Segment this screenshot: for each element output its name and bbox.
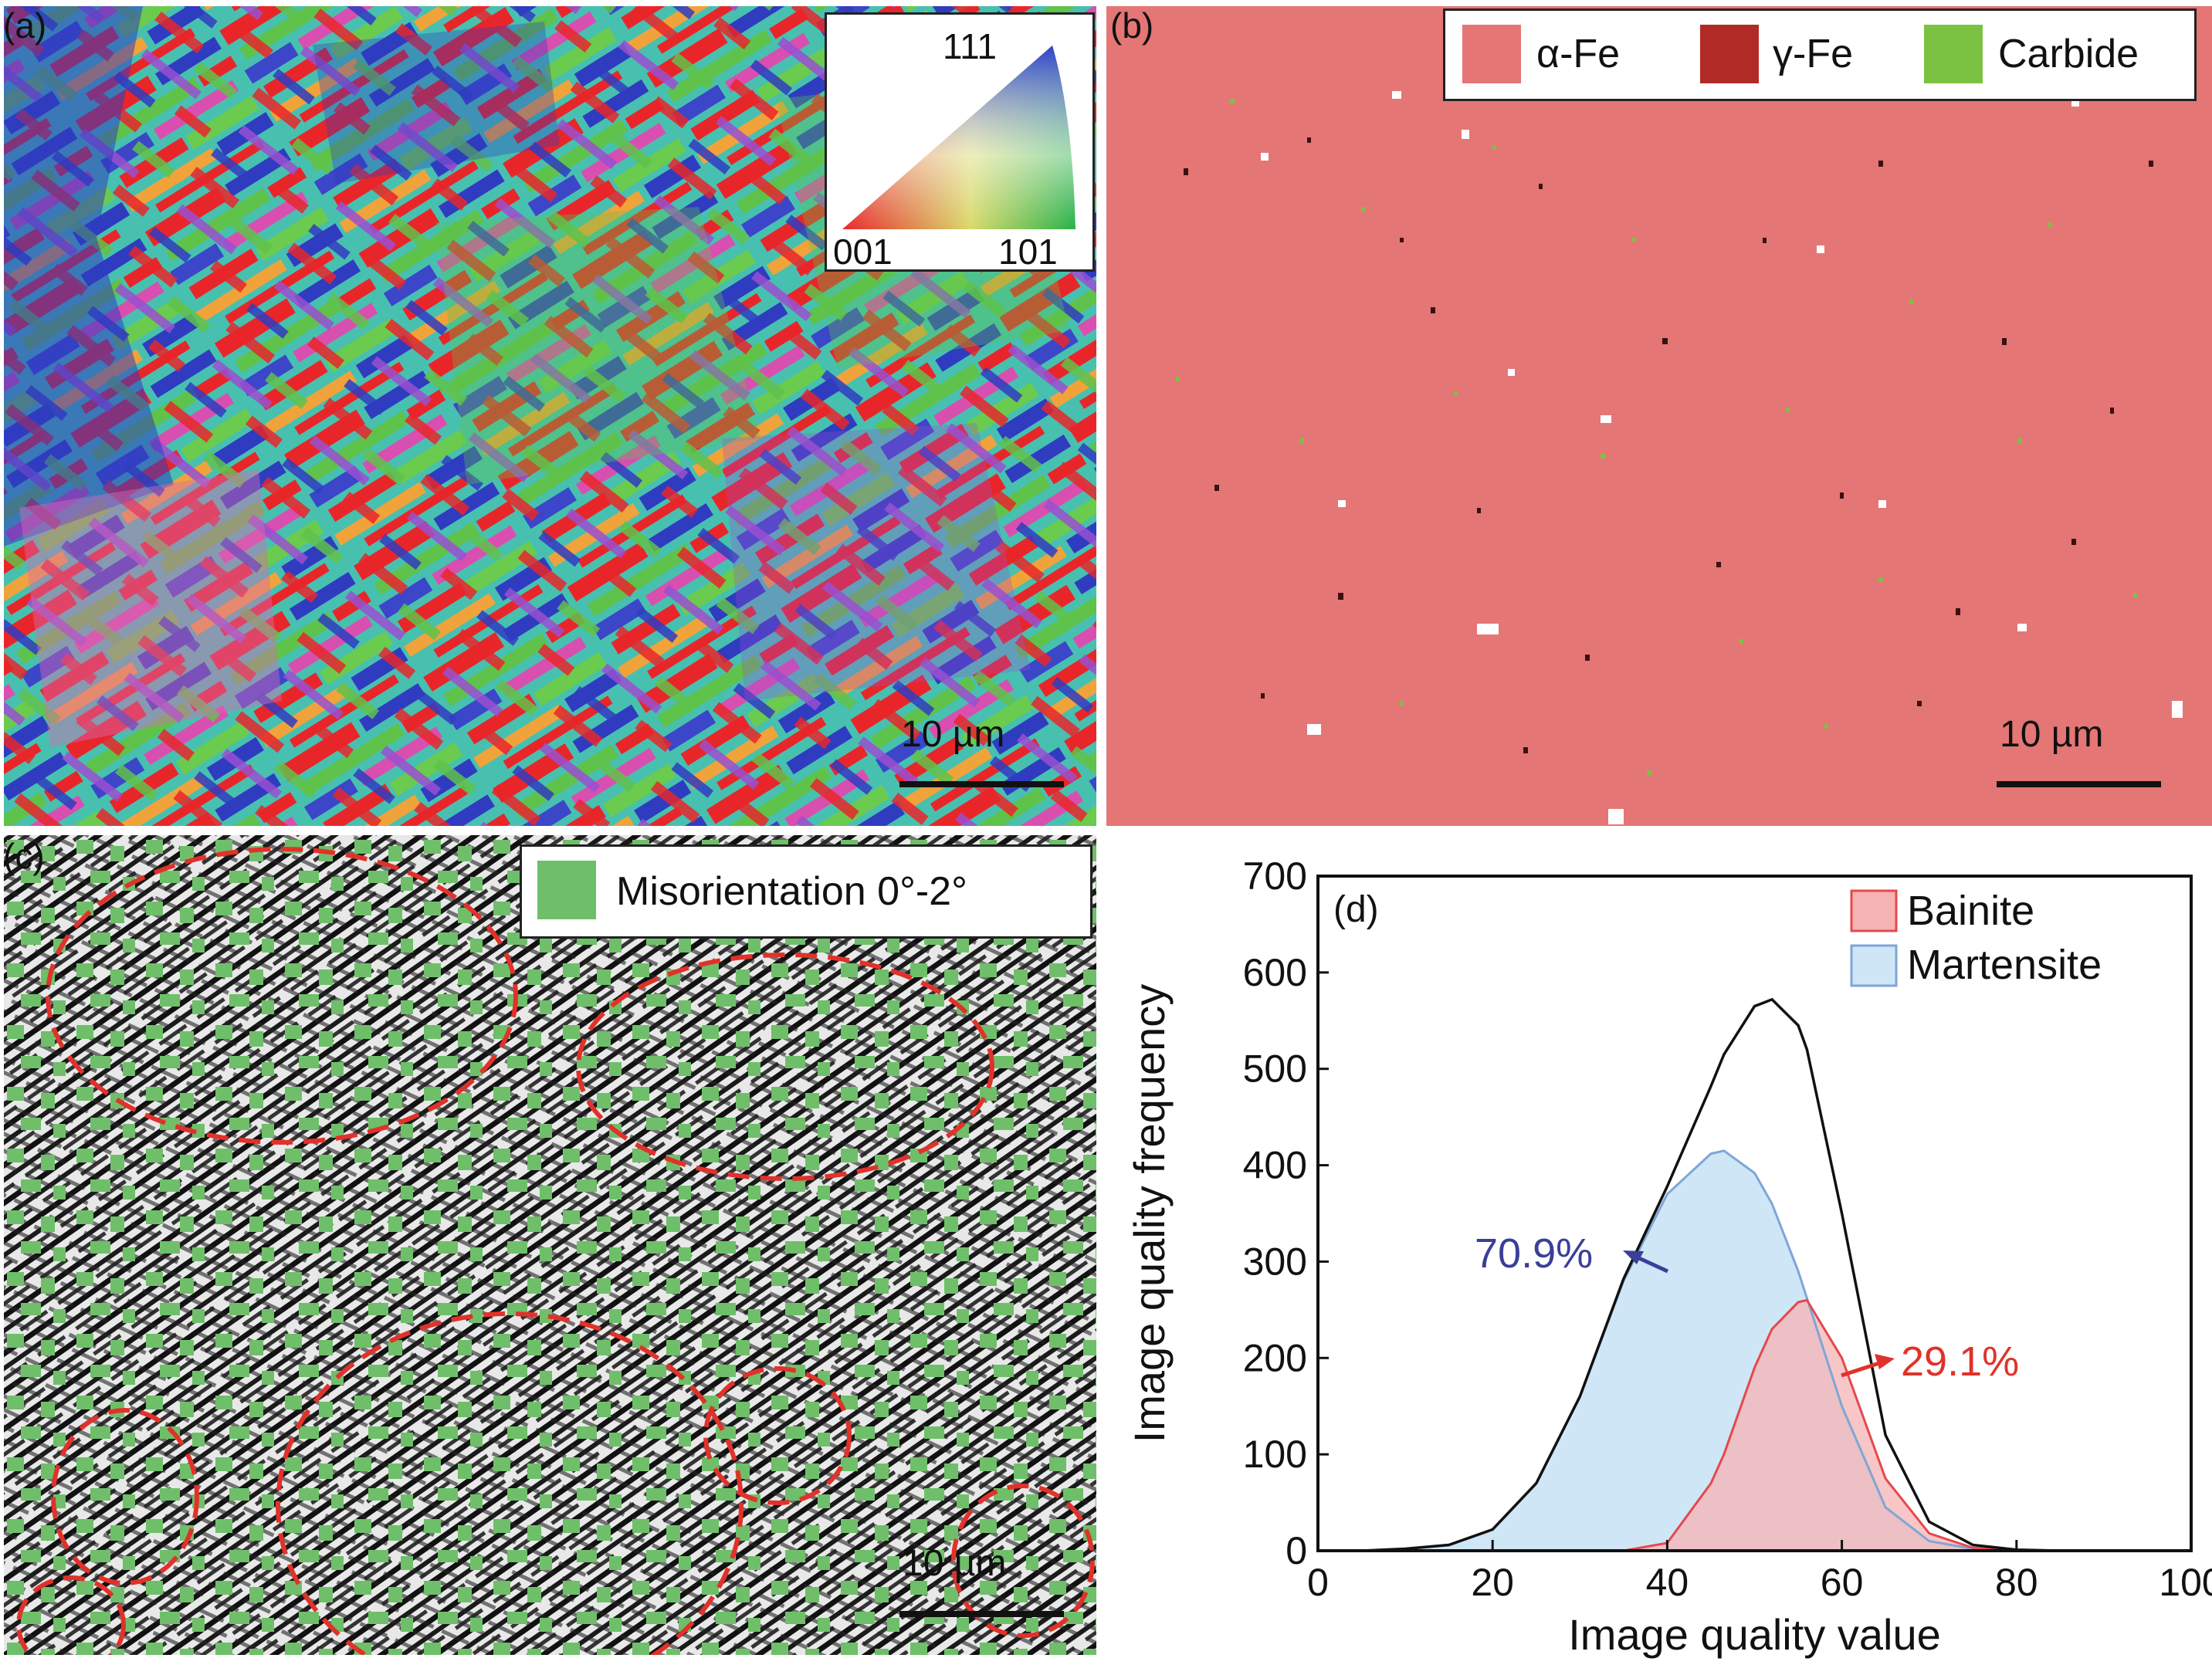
arrow-bainite-head bbox=[1875, 1354, 1895, 1369]
y-tick-label: 700 bbox=[1243, 854, 1307, 898]
ipf-triangle bbox=[842, 46, 1076, 229]
annotation-martensite-fraction: 70.9% bbox=[1475, 1230, 1593, 1277]
image-quality-chart: 0 20 40 60 80 100 0 100 200 300 400 500 600 700 Image … bbox=[1125, 854, 2212, 1659]
bainite-area bbox=[1318, 1300, 2191, 1551]
arrow-bainite-line bbox=[1841, 1359, 1885, 1378]
scalebar-text-a: 10 µm bbox=[901, 714, 1005, 755]
panel-label-b: (b) bbox=[1110, 5, 1154, 46]
annotation-bainite-fraction: 29.1% bbox=[1901, 1338, 2019, 1385]
y-tick-label: 500 bbox=[1243, 1047, 1307, 1091]
legend-swatch-gamma-fe bbox=[1700, 25, 1759, 83]
panel-label-c: (c) bbox=[3, 836, 45, 876]
x-tick-label: 100 bbox=[2159, 1561, 2212, 1604]
legend-label-martensite: Martensite bbox=[1907, 942, 2102, 988]
ipf-key-101: 101 bbox=[998, 232, 1058, 272]
x-tick-label: 60 bbox=[1821, 1561, 1864, 1604]
scalebar-text-c: 10 µm bbox=[903, 1543, 1007, 1584]
legend-label-carbide: Carbide bbox=[1998, 32, 2139, 76]
misorientation-map bbox=[4, 835, 1096, 1655]
legend-label-misorientation: Misorientation 0°-2° bbox=[616, 869, 967, 914]
ipf-key-001: 001 bbox=[833, 232, 893, 272]
legend-label-bainite: Bainite bbox=[1907, 888, 2034, 934]
panel-b: α-Fe γ-Fe Carbide 10 µm bbox=[1106, 6, 2212, 826]
panel-label-a: (a) bbox=[3, 5, 47, 46]
legend-swatch-misorientation bbox=[537, 861, 596, 919]
x-axis-label: Image quality value bbox=[1568, 1610, 1941, 1659]
panel-c: Misorientation 0°-2° 10 µm bbox=[4, 835, 1096, 1655]
scalebar-text-b: 10 µm bbox=[2000, 714, 2104, 755]
misorientation-legend: Misorientation 0°-2° bbox=[520, 844, 1092, 939]
legend-swatch-martensite bbox=[1850, 944, 1898, 987]
phase-legend: α-Fe γ-Fe Carbide bbox=[1443, 8, 2197, 101]
scalebar-b bbox=[1997, 781, 2161, 787]
legend-label-alpha-fe: α-Fe bbox=[1536, 32, 1621, 76]
scalebar-a bbox=[899, 781, 1064, 787]
y-tick-label: 300 bbox=[1243, 1240, 1307, 1283]
ipf-key-111: 111 bbox=[943, 26, 997, 66]
y-axis-label: Image quality frequency bbox=[1125, 984, 1174, 1443]
x-tick-label: 40 bbox=[1646, 1561, 1689, 1604]
arrow-martensite-head bbox=[1623, 1250, 1644, 1264]
legend-swatch-carbide bbox=[1924, 25, 1983, 83]
plot-frame bbox=[1316, 875, 2193, 1552]
x-tick-label: 80 bbox=[1995, 1561, 2038, 1604]
ipf-color-key: 111 001 101 bbox=[825, 12, 1095, 272]
x-tick-label: 0 bbox=[1307, 1561, 1329, 1604]
dashed-ellipses bbox=[16, 847, 1095, 1655]
y-tick-label: 0 bbox=[1286, 1529, 1307, 1572]
legend-swatch-bainite bbox=[1850, 889, 1898, 932]
y-tick-label: 200 bbox=[1243, 1336, 1307, 1379]
x-tick-label: 20 bbox=[1471, 1561, 1514, 1604]
martensite-area bbox=[1318, 1150, 2191, 1551]
panel-a: 111 001 101 10 µm bbox=[4, 6, 1096, 826]
y-tick-label: 600 bbox=[1243, 951, 1307, 994]
y-tick-label: 100 bbox=[1243, 1433, 1307, 1476]
panel-d: 0 20 40 60 80 100 0 100 200 300 400 500 600 700 Image … bbox=[1104, 835, 2212, 1675]
scalebar-c bbox=[899, 1611, 1064, 1617]
y-tick-label: 400 bbox=[1243, 1144, 1307, 1187]
legend-label-gamma-fe: γ-Fe bbox=[1773, 32, 1853, 76]
legend-swatch-alpha-fe bbox=[1462, 25, 1521, 83]
phase-map-dots bbox=[1176, 91, 2183, 824]
panel-label-d: (d) bbox=[1333, 889, 1379, 930]
